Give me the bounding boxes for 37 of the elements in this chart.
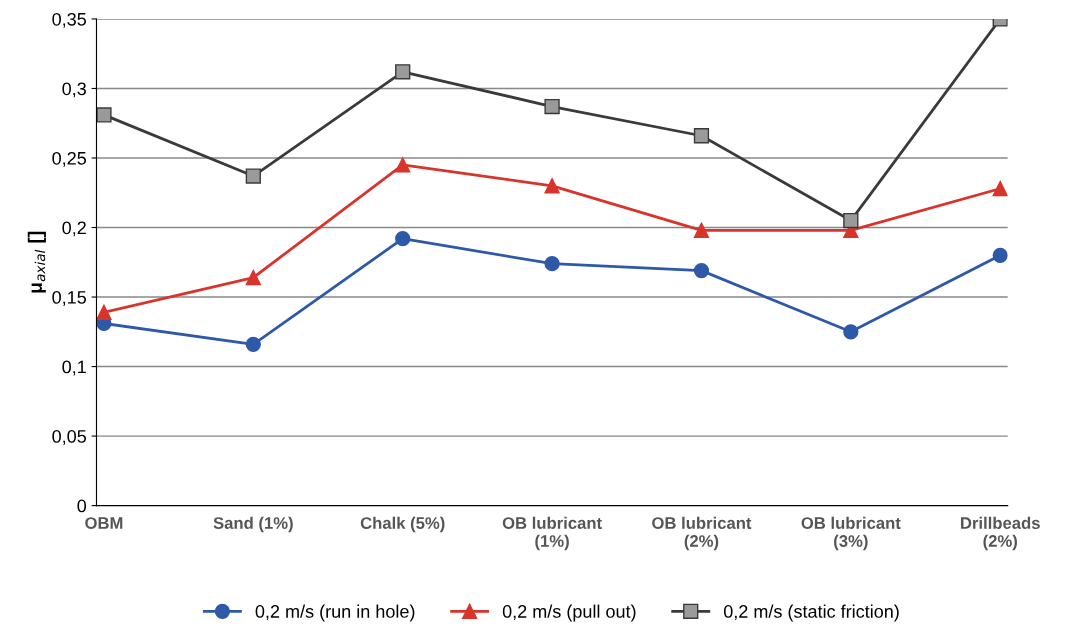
point (693, 222, 710, 238)
y-tick-label: 0,2 (62, 221, 86, 237)
y-tick-label: 0,25 (52, 151, 86, 167)
point (693, 262, 710, 279)
point (245, 336, 261, 352)
x-tick-label: OBM (85, 517, 123, 529)
legend-label: 0,2 m/s (run in hole) (255, 604, 415, 622)
x-tick-label: Chalk (5%) (360, 516, 445, 533)
x-tick-label: OB lubricant (2%) (652, 516, 752, 551)
point (992, 180, 1008, 197)
point (544, 178, 560, 194)
point (992, 247, 1008, 263)
point (395, 231, 411, 247)
point (245, 269, 261, 286)
y-axis-title: μ$_{axial}$ [] (27, 231, 46, 293)
x-tick-label: OB lubricant (3%) (801, 516, 901, 551)
y-tick-label: 0,1 (62, 360, 86, 376)
point (96, 107, 112, 123)
legend-label: 0,2 m/s (pull out) (502, 604, 636, 622)
x-tick-label: Drillbeads (2%) (961, 516, 1040, 551)
x-tick-label: Sand (1%) (213, 516, 293, 533)
point (693, 128, 710, 144)
x-tick-label: OB lubricant (1%) (502, 516, 602, 551)
point (843, 324, 859, 340)
point (843, 212, 859, 229)
point (96, 304, 112, 320)
point (395, 157, 411, 173)
point (544, 98, 560, 115)
y-tick-label: 0 (77, 499, 87, 513)
point (544, 256, 560, 272)
y-tick-label: 0,35 (52, 12, 86, 28)
y-tick-label: 0,15 (52, 290, 86, 306)
y-tick-label: 0,3 (62, 82, 86, 98)
point (245, 168, 261, 184)
y-tick-label: 0,05 (52, 430, 86, 445)
legend-label: 0,2 m/s (static friction) (723, 604, 899, 622)
point (395, 64, 411, 80)
